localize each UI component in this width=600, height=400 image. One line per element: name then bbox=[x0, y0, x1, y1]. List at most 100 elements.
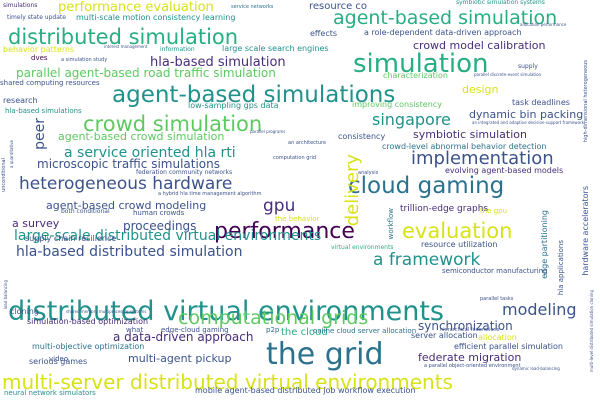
word: dves bbox=[31, 54, 48, 62]
word: server allocation bbox=[411, 331, 478, 340]
word: shared memory multiprocessor systems bbox=[66, 309, 147, 314]
word: efficient parallel simulation bbox=[454, 342, 563, 351]
word: multi-scale motion consistency learning bbox=[76, 13, 236, 22]
word: parallel tasks bbox=[480, 296, 514, 302]
word: unconditional bbox=[1, 158, 7, 192]
word: distributed simulation bbox=[8, 25, 239, 49]
word: a simulation study bbox=[61, 57, 108, 63]
word: computation grid bbox=[273, 155, 317, 161]
word: simulation bbox=[353, 49, 489, 79]
word: federation community networks bbox=[136, 169, 233, 176]
word: hardware accelerators bbox=[581, 186, 590, 276]
word: microscopic traffic simulations bbox=[37, 157, 220, 171]
word: implementation bbox=[411, 148, 554, 169]
word: an integrated and adaptive decision-supp… bbox=[472, 120, 585, 125]
word: edge-cloud gaming bbox=[161, 326, 229, 334]
word: high-dimensional heterogeneous bbox=[583, 60, 589, 143]
word: characterization bbox=[383, 71, 448, 80]
word: hla-based distributed simulation bbox=[16, 244, 243, 260]
word: semiconductor manufacturing bbox=[442, 267, 548, 275]
word: improving consistency bbox=[352, 100, 442, 109]
word: heterogeneous hardware bbox=[19, 174, 233, 194]
word: peer bbox=[32, 118, 48, 150]
word: a service oriented hla rti bbox=[64, 145, 236, 161]
word: crowd simulation bbox=[83, 112, 263, 136]
word: parallel agent-based road traffic simula… bbox=[16, 66, 276, 80]
word: a quantitative bbox=[9, 140, 14, 168]
word: supply bbox=[518, 63, 538, 70]
word: parallel programs bbox=[250, 129, 286, 134]
word: delivery bbox=[342, 154, 363, 227]
word: multi-level distributed simulation cloni… bbox=[589, 290, 594, 373]
word: an architecture bbox=[288, 140, 327, 146]
word: multi-objective optimization bbox=[32, 342, 145, 351]
word: crowd model calibration bbox=[413, 39, 546, 52]
word: multi-agent pickup bbox=[128, 352, 232, 365]
word: the grid bbox=[266, 337, 384, 372]
word: singapore bbox=[372, 110, 451, 129]
word: large-scale distributed virtual environm… bbox=[14, 228, 322, 244]
word: online cloud server allocation bbox=[313, 327, 417, 335]
word: federate migration bbox=[418, 351, 522, 364]
word: service networks bbox=[231, 4, 274, 10]
word: modeling bbox=[502, 300, 577, 319]
word: hla-based simulations bbox=[5, 107, 82, 115]
word: video bbox=[49, 355, 69, 363]
word: proceedings bbox=[123, 219, 197, 233]
word: simulation-based optimization bbox=[27, 317, 149, 326]
word: behavior patterns bbox=[3, 45, 75, 54]
word: symbiotic simulation systems bbox=[456, 0, 545, 6]
word: agent-based crowd modeling bbox=[46, 199, 207, 212]
word: agent-based simulation bbox=[333, 7, 558, 29]
word: hla applications bbox=[557, 240, 565, 296]
word: evaluation bbox=[402, 219, 513, 243]
word: the behavior bbox=[275, 215, 320, 223]
word: timely state update bbox=[7, 14, 66, 21]
word: the cloud bbox=[281, 327, 328, 338]
word: agent-based crowd simulation bbox=[58, 130, 225, 143]
word: crowd-level abnormal behavior detection bbox=[382, 142, 547, 151]
word: a parallel object-oriented environment bbox=[424, 363, 521, 369]
word: performance bbox=[214, 219, 355, 244]
word: symbiotic simulation bbox=[413, 128, 527, 141]
word: computational grids bbox=[178, 307, 369, 329]
word: evolving agent-based models bbox=[445, 166, 564, 175]
word: synchronization bbox=[418, 319, 513, 333]
word: virtual environments bbox=[331, 244, 394, 251]
word: resource utilization bbox=[421, 240, 498, 249]
word: allocation bbox=[478, 333, 517, 342]
word: information bbox=[160, 46, 195, 53]
word: a data-driven approach bbox=[113, 330, 254, 344]
word: what bbox=[126, 326, 144, 334]
word: shared computing resources bbox=[0, 79, 100, 87]
word: supply chain resilience bbox=[25, 234, 117, 243]
word: distributed virtual environments bbox=[8, 296, 444, 327]
word: human crowds bbox=[133, 209, 185, 217]
word: performance evaluation bbox=[58, 0, 214, 15]
word: interest management bbox=[104, 44, 148, 49]
word: edge partitioning bbox=[540, 210, 549, 279]
word: design bbox=[462, 83, 499, 96]
word: effects bbox=[310, 29, 338, 38]
word: gpu bbox=[263, 196, 296, 216]
word: hla-based simulation bbox=[150, 55, 286, 70]
word: both conditional bbox=[61, 208, 110, 215]
word: analysis bbox=[358, 170, 379, 176]
word: dynamic load-balancing bbox=[512, 366, 560, 371]
word: multi-server distributed virtual environ… bbox=[2, 370, 453, 394]
word: a framework bbox=[373, 250, 481, 270]
word: p2p bbox=[266, 326, 280, 334]
word: mobile agent-based distributed job workf… bbox=[195, 386, 416, 395]
word: parallel discrete-event simulation bbox=[474, 72, 542, 77]
word: a survey bbox=[12, 217, 60, 230]
word: hierarchical federations bbox=[440, 327, 500, 333]
word: neural network simulators bbox=[4, 389, 96, 397]
word: trillion-edge graphs bbox=[400, 204, 489, 214]
word: research bbox=[3, 96, 38, 105]
word: a hybrid hla time management algorithm bbox=[158, 191, 262, 197]
word: allocation performance bbox=[520, 22, 567, 27]
word: resource co bbox=[309, 1, 368, 12]
word: load balancing bbox=[3, 280, 8, 310]
word: cloning bbox=[10, 307, 39, 316]
